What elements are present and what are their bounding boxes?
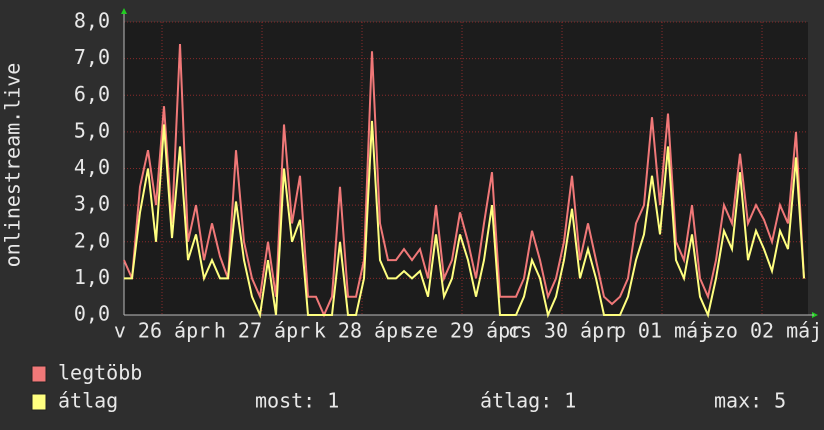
y-axis-label: onlinestream.live [1, 63, 25, 268]
x-tick-label: szo 02 máj [702, 319, 822, 343]
x-tick-label: h 27 ápr [214, 319, 310, 343]
y-tick-label: 3,0 [74, 192, 110, 216]
x-tick-label: sze 29 ápr [402, 319, 522, 343]
y-tick-label: 4,0 [74, 155, 110, 179]
y-tick-label: 7,0 [74, 45, 110, 69]
legend-swatch [31, 365, 47, 383]
stat-label: most: [255, 389, 315, 413]
legend-label: legtöbb [58, 361, 142, 385]
y-tick-label: 8,0 [74, 9, 110, 33]
y-axis-arrow [121, 8, 127, 14]
stat-label: max: [714, 389, 762, 413]
stat-value: 1 [564, 389, 576, 413]
stat-label: átlag: [480, 389, 552, 413]
y-tick-label: 2,0 [74, 228, 110, 252]
x-tick-label: p 01 máj [614, 319, 710, 343]
y-tick-label: 0,0 [74, 302, 110, 326]
series-line [123, 43, 805, 318]
stat-value: 5 [774, 389, 786, 413]
y-tick-label: 6,0 [74, 82, 110, 106]
series-line [124, 120, 805, 319]
y-tick-label: 1,0 [74, 265, 110, 289]
legend-swatch [31, 393, 47, 411]
y-tick-label: 5,0 [74, 118, 110, 142]
x-tick-label: k 28 ápr [314, 319, 410, 343]
legend-label: átlag [58, 389, 118, 413]
x-axis-arrow [812, 312, 818, 318]
x-tick-label: cs 30 ápr [508, 319, 616, 343]
stat-value: 1 [327, 389, 339, 413]
x-tick-label: v 26 ápr [114, 319, 210, 343]
